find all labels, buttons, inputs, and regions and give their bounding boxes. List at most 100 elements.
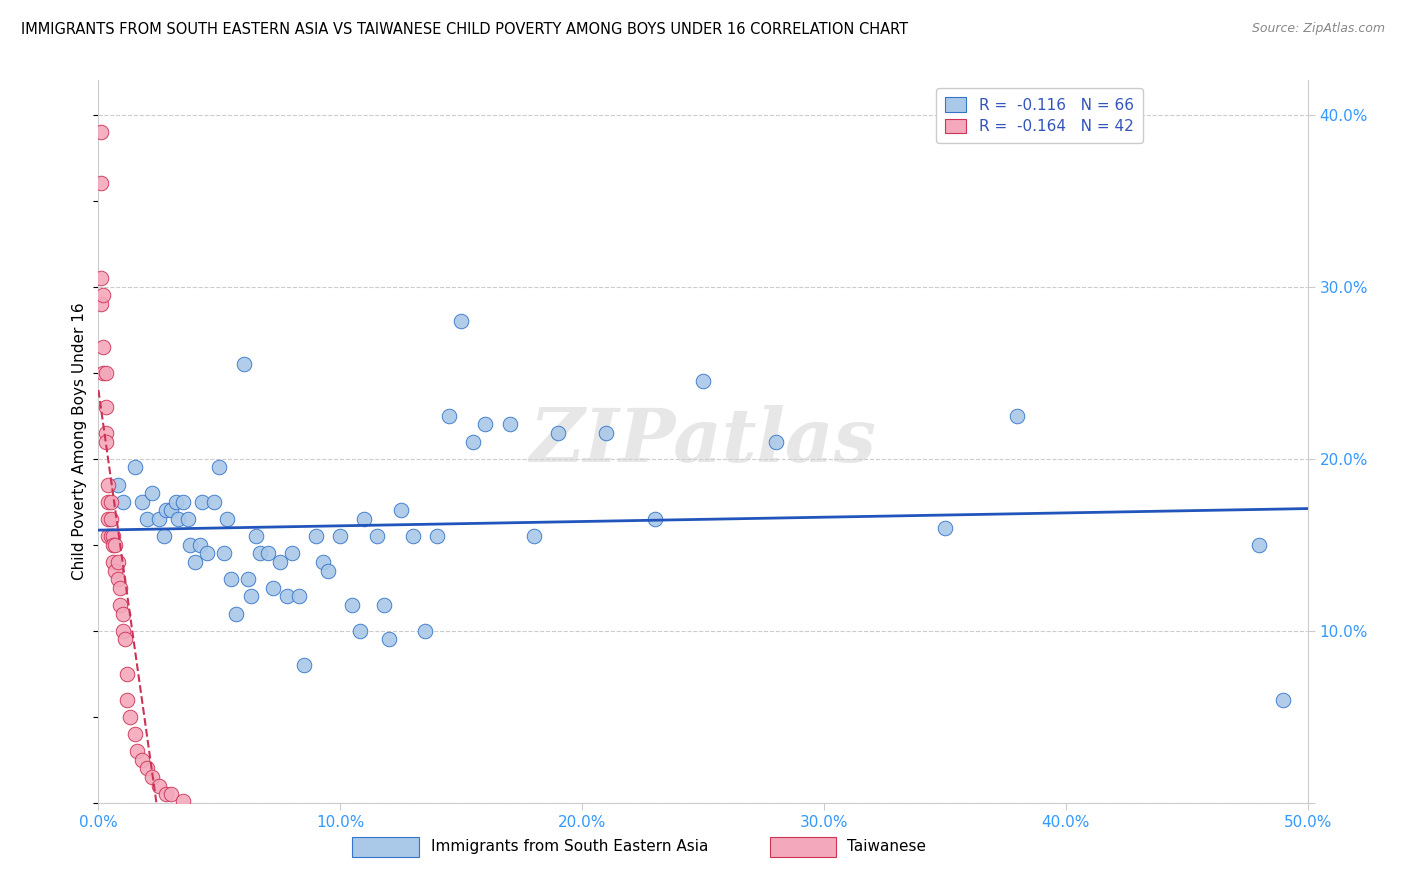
Point bbox=[90, 271, 112, 285]
Point bbox=[413, 624, 436, 638]
Point bbox=[90, 125, 112, 139]
Point bbox=[692, 375, 714, 389]
Point bbox=[131, 753, 153, 767]
Point bbox=[97, 529, 120, 543]
Point bbox=[108, 581, 131, 595]
Point bbox=[1249, 538, 1271, 552]
Point bbox=[292, 658, 315, 673]
Point bbox=[108, 598, 131, 612]
Point bbox=[177, 512, 200, 526]
Text: Immigrants from South Eastern Asia: Immigrants from South Eastern Asia bbox=[432, 839, 709, 855]
Point bbox=[191, 494, 214, 508]
Point bbox=[474, 417, 496, 432]
Point bbox=[97, 512, 120, 526]
Point bbox=[188, 538, 211, 552]
Point bbox=[100, 529, 122, 543]
Point bbox=[100, 512, 122, 526]
Point bbox=[111, 624, 134, 638]
Point bbox=[204, 494, 226, 508]
Point bbox=[195, 546, 218, 560]
Point bbox=[127, 744, 149, 758]
Point bbox=[131, 494, 153, 508]
Point bbox=[91, 288, 114, 302]
Point bbox=[765, 434, 787, 449]
Point bbox=[184, 555, 207, 569]
Point bbox=[94, 400, 117, 414]
Point bbox=[232, 357, 254, 371]
Point bbox=[148, 779, 170, 793]
Point bbox=[107, 572, 129, 586]
Point bbox=[160, 503, 183, 517]
Point bbox=[100, 494, 122, 508]
Point bbox=[101, 538, 124, 552]
Point bbox=[316, 564, 339, 578]
Point bbox=[167, 512, 190, 526]
Point bbox=[152, 529, 174, 543]
Point bbox=[276, 590, 298, 604]
Point bbox=[238, 572, 260, 586]
Text: IMMIGRANTS FROM SOUTH EASTERN ASIA VS TAIWANESE CHILD POVERTY AMONG BOYS UNDER 1: IMMIGRANTS FROM SOUTH EASTERN ASIA VS TA… bbox=[21, 22, 908, 37]
Point bbox=[377, 632, 399, 647]
Point bbox=[547, 425, 569, 440]
Point bbox=[165, 494, 187, 508]
Point bbox=[94, 434, 117, 449]
Point bbox=[426, 529, 449, 543]
Point bbox=[97, 477, 120, 491]
Point bbox=[172, 494, 194, 508]
Point bbox=[281, 546, 304, 560]
Point bbox=[353, 512, 375, 526]
Point bbox=[215, 512, 238, 526]
Point bbox=[90, 297, 112, 311]
Point bbox=[107, 555, 129, 569]
Bar bbox=[769, 837, 837, 857]
Point bbox=[305, 529, 328, 543]
Point bbox=[523, 529, 546, 543]
Point bbox=[141, 770, 163, 784]
Point bbox=[221, 572, 243, 586]
Point bbox=[934, 520, 956, 534]
Point bbox=[97, 494, 120, 508]
Point bbox=[111, 607, 134, 621]
Point bbox=[249, 546, 271, 560]
Point bbox=[148, 512, 170, 526]
Point bbox=[389, 503, 412, 517]
Point bbox=[450, 314, 472, 328]
Point bbox=[94, 425, 117, 440]
Legend: R =  -0.116   N = 66, R =  -0.164   N = 42: R = -0.116 N = 66, R = -0.164 N = 42 bbox=[936, 88, 1143, 144]
Point bbox=[135, 512, 157, 526]
Text: Source: ZipAtlas.com: Source: ZipAtlas.com bbox=[1251, 22, 1385, 36]
Point bbox=[155, 787, 177, 801]
Point bbox=[160, 787, 183, 801]
Point bbox=[239, 590, 262, 604]
Y-axis label: Child Poverty Among Boys Under 16: Child Poverty Among Boys Under 16 bbox=[72, 302, 87, 581]
Point bbox=[101, 555, 124, 569]
Point bbox=[1272, 692, 1295, 706]
Point bbox=[256, 546, 278, 560]
Point bbox=[225, 607, 247, 621]
Point bbox=[262, 581, 284, 595]
Point bbox=[111, 494, 134, 508]
Bar bbox=[353, 837, 419, 857]
Point bbox=[114, 632, 136, 647]
Point bbox=[155, 503, 177, 517]
Point bbox=[91, 340, 114, 354]
Point bbox=[90, 177, 112, 191]
Point bbox=[141, 486, 163, 500]
Point bbox=[437, 409, 460, 423]
Point bbox=[91, 366, 114, 380]
Text: Taiwanese: Taiwanese bbox=[846, 839, 927, 855]
Point bbox=[498, 417, 520, 432]
Point bbox=[179, 538, 201, 552]
Point bbox=[208, 460, 231, 475]
Point bbox=[463, 434, 485, 449]
Point bbox=[172, 794, 194, 808]
Point bbox=[312, 555, 335, 569]
Point bbox=[269, 555, 291, 569]
Point bbox=[373, 598, 395, 612]
Point bbox=[124, 727, 146, 741]
Point bbox=[366, 529, 388, 543]
Point bbox=[288, 590, 311, 604]
Point bbox=[117, 692, 139, 706]
Point bbox=[118, 710, 141, 724]
Point bbox=[595, 425, 617, 440]
